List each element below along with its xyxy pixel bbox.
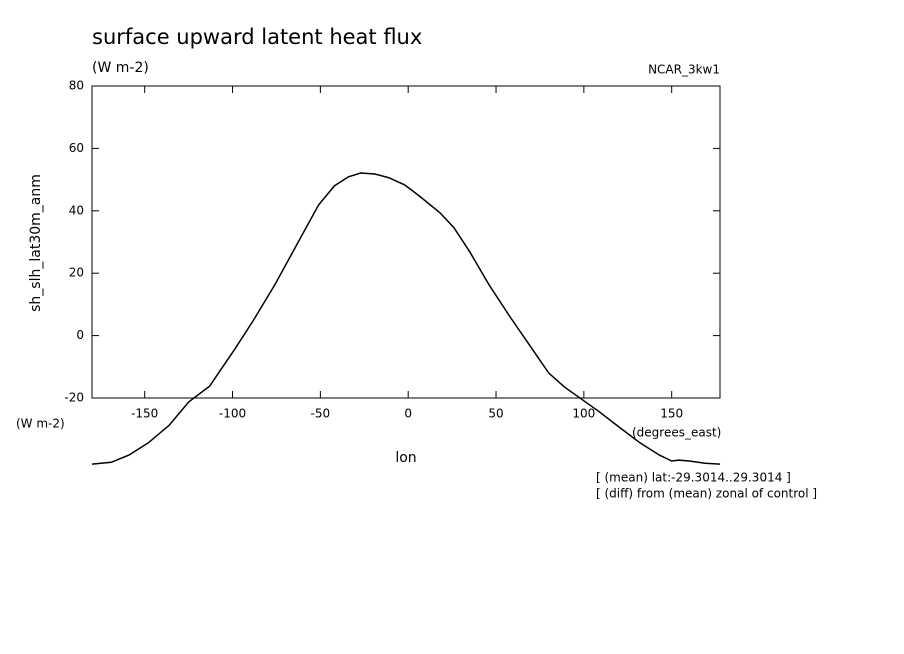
x-tick-label: 50	[488, 407, 503, 421]
annotation: [ (diff) from (mean) zonal of control ]	[596, 487, 817, 501]
y-tick-label: 0	[76, 328, 84, 342]
y-tick-label: 80	[69, 79, 84, 93]
x-axis-label: lon	[395, 450, 416, 466]
y-unit: (W m-2)	[16, 417, 65, 431]
chart-subtitle: (W m-2)	[92, 60, 149, 76]
x-tick-label: 150	[660, 407, 683, 421]
y-tick-label: -20	[64, 391, 84, 405]
y-tick-label: 20	[69, 266, 84, 280]
y-tick-label: 60	[69, 141, 84, 155]
x-tick-label: -150	[131, 407, 158, 421]
plot-frame	[91, 85, 721, 399]
x-tick-label: -100	[219, 407, 246, 421]
annotation: [ (mean) lat:-29.3014..29.3014 ]	[596, 471, 791, 485]
y-axis-label: sh_slh_lat30m_anm	[28, 174, 44, 312]
x-tick-label: -50	[311, 407, 331, 421]
data-line	[91, 172, 721, 465]
source-label: NCAR_3kw1	[648, 63, 720, 77]
chart-title: surface upward latent heat flux	[92, 25, 422, 49]
x-tick-label: 100	[572, 407, 595, 421]
y-tick-label: 40	[69, 203, 84, 217]
x-unit: (degrees_east)	[632, 426, 721, 440]
x-tick-label: 0	[404, 407, 412, 421]
